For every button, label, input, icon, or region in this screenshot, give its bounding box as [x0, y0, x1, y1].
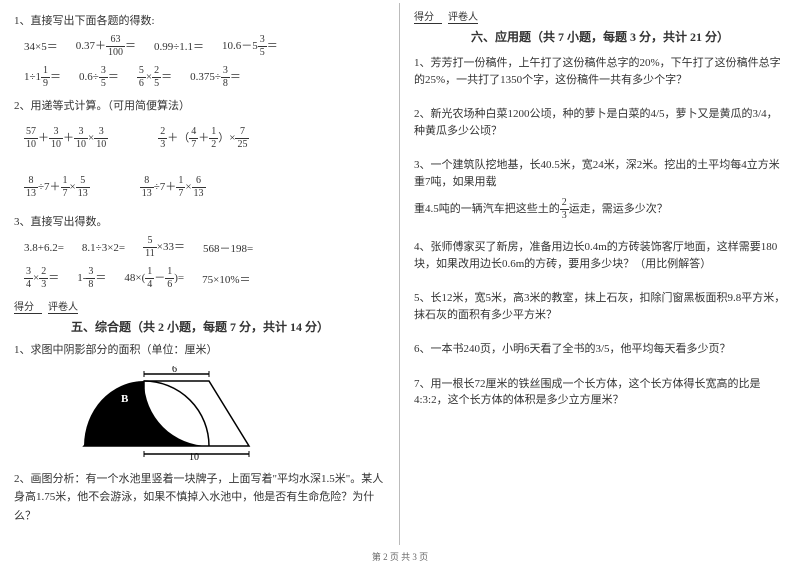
- q3r2-d: 75×10%＝: [202, 271, 250, 287]
- q1-title: 1、直接写出下面各题的得数:: [14, 12, 386, 31]
- app-q6: 6、一本书240页，小明6天看了全书的3/5，他平均每天看多少页？: [414, 341, 786, 358]
- score-label-b: 评卷人: [48, 298, 78, 314]
- q3r2-b: 1-38＝: [77, 267, 106, 290]
- q1r1-c: 0.99÷1.1＝: [154, 38, 204, 54]
- q3r2-c: 48×(14－16)=: [124, 267, 184, 290]
- q1r1-a: 34×5＝: [24, 38, 58, 54]
- app-q3: 3、一个建筑队挖地基，长40.5米，宽24米，深2米。挖出的土平均每4立方米重7…: [414, 157, 786, 221]
- q1-row1: 34×5＝ 0.37＋63100＝ 0.99÷1.1＝ 10.6－535＝: [24, 35, 386, 58]
- left-column: 1、直接写出下面各题的得数: 34×5＝ 0.37＋63100＝ 0.99÷1.…: [0, 0, 400, 565]
- q2r1-a: 5710＋310＋310×310: [24, 127, 108, 150]
- figure-shaded-area: 6 B 10: [74, 366, 386, 464]
- section6-title: 六、应用题（共 7 小题，每题 3 分，共计 21 分）: [414, 28, 786, 45]
- app-q4: 4、张师傅家买了新房，准备用边长0.4m的方砖装饰客厅地面，这样需要180块，如…: [414, 239, 786, 272]
- q3-row1: 3.8+6.2= 8.1÷3×2= 511×33＝ 568－198=: [24, 236, 386, 259]
- q2r1-b: 23＋（47＋12）×725: [158, 127, 249, 150]
- score-label-a: 得分: [14, 298, 42, 314]
- app-q7: 7、用一根长72厘米的铁丝围成一个长方体，这个长方体得长宽高的比是4:3:2，这…: [414, 376, 786, 409]
- app-q1: 1、芳芳打一份稿件，上午打了这份稿件总字的20%，下午打了这份稿件总字的25%，…: [414, 55, 786, 88]
- q3-row2: 34×23＝ 1-38＝ 48×(14－16)= 75×10%＝: [24, 267, 386, 290]
- q5-2: 2、画图分析：有一个水池里竖着一块牌子，上面写着"平均水深1.5米"。某人身高1…: [14, 470, 386, 526]
- q2-title: 2、用递等式计算。（可用简便算法）: [14, 97, 386, 116]
- q3r1-c: 511×33＝: [143, 236, 185, 259]
- q5-1: 1、求图中阴影部分的面积（单位：厘米）: [14, 341, 386, 360]
- svg-text:B: B: [121, 393, 129, 405]
- q2-row1: 5710＋310＋310×310 23＋（47＋12）×725: [24, 127, 386, 150]
- q2r2-b: 813÷7＋17×613: [140, 176, 206, 199]
- q1r2-c: 56×25＝: [137, 66, 172, 89]
- svg-text:6: 6: [172, 366, 177, 375]
- right-column: 得分 评卷人 六、应用题（共 7 小题，每题 3 分，共计 21 分） 1、芳芳…: [400, 0, 800, 565]
- section5-title: 五、综合题（共 2 小题，每题 7 分，共计 14 分）: [14, 318, 386, 335]
- q1r1-d: 10.6－535＝: [222, 35, 278, 58]
- q3r1-d: 568－198=: [203, 240, 253, 256]
- q3-title: 3、直接写出得数。: [14, 213, 386, 232]
- app-q5: 5、长12米，宽5米，高3米的教室，抹上石灰，扣除门窗黑板面积9.8平方米，抹石…: [414, 290, 786, 323]
- column-divider: [399, 3, 400, 545]
- q1r2-b: 0.6÷35＝: [79, 66, 119, 89]
- q1r2-d: 0.375÷38＝: [190, 66, 241, 89]
- shaded-figure-svg: 6 B 10: [74, 366, 254, 461]
- score-label-a-r: 得分: [414, 8, 442, 24]
- app-q2: 2、新光农场种白菜1200公顷，种的萝卜是白菜的4/5，萝卜又是黄瓜的3/4，种…: [414, 106, 786, 139]
- q1-row2: 1÷119＝ 0.6÷35＝ 56×25＝ 0.375÷38＝: [24, 66, 386, 89]
- q3r1-a: 3.8+6.2=: [24, 242, 64, 254]
- score-label-b-r: 评卷人: [448, 8, 478, 24]
- page-footer: 第 2 页 共 3 页: [0, 550, 800, 563]
- q2r2-a: 813÷7＋17×513: [24, 176, 90, 199]
- q2-row2: 813÷7＋17×513 813÷7＋17×613: [24, 176, 386, 199]
- q1r1-b: 0.37＋63100＝: [76, 35, 136, 58]
- q3r2-a: 34×23＝: [24, 267, 59, 290]
- q3r1-b: 8.1÷3×2=: [82, 242, 125, 254]
- score-box-left: 得分 评卷人: [14, 298, 386, 314]
- score-box-right: 得分 评卷人: [414, 8, 786, 24]
- q1r2-a: 1÷119＝: [24, 66, 61, 89]
- svg-text:10: 10: [189, 452, 199, 461]
